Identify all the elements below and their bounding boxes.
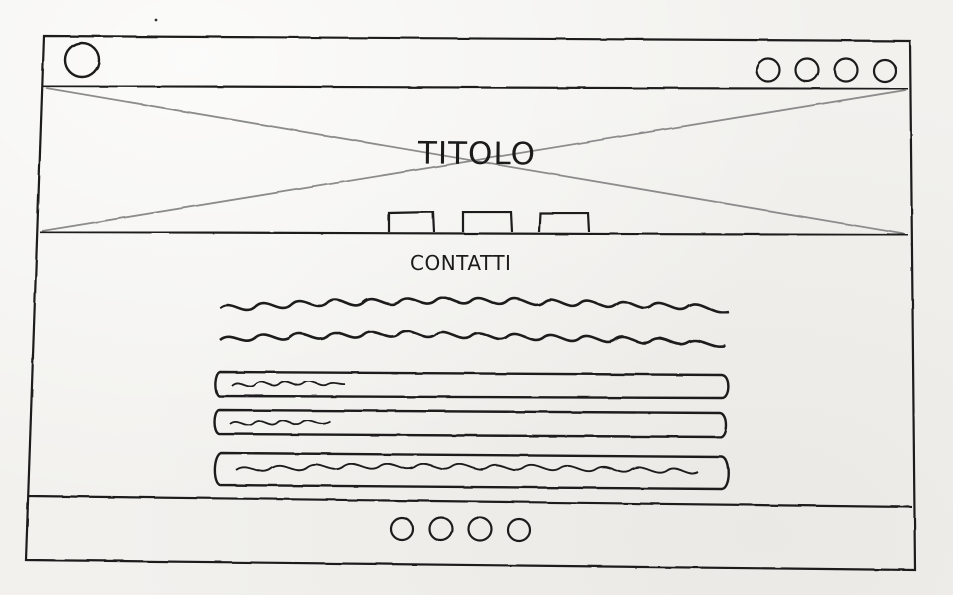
hero-button[interactable] — [537, 211, 591, 233]
textarea-text-scribble — [235, 462, 699, 475]
contact-input-email[interactable] — [216, 409, 728, 437]
nav-circle-icon[interactable] — [872, 58, 898, 84]
footer-circle-icon[interactable] — [506, 517, 532, 543]
nav-circle-icon[interactable] — [755, 57, 781, 83]
hero-button[interactable] — [461, 210, 514, 233]
input-text-scribble — [231, 380, 346, 388]
footer-circle-icon[interactable] — [467, 516, 493, 542]
nav-circle-icon[interactable] — [833, 57, 859, 83]
text-placeholder-line — [219, 329, 727, 349]
page-frame — [24, 34, 917, 572]
footer-circle-icon[interactable] — [389, 516, 415, 542]
hero-divider — [39, 230, 909, 237]
nav-circle-icon[interactable] — [794, 57, 820, 83]
logo-circle-icon[interactable] — [63, 41, 101, 79]
text-placeholder-line — [219, 296, 730, 314]
hero-title: TITOLO — [417, 135, 537, 173]
contact-textarea-frame — [213, 451, 730, 491]
footer-circle-icon[interactable] — [428, 516, 454, 542]
contact-textarea-message[interactable] — [216, 452, 730, 490]
contact-input-frame — [214, 370, 730, 400]
contact-section-title: CONTATTI — [410, 251, 512, 275]
header-divider — [42, 84, 909, 91]
paper-speck — [154, 18, 158, 22]
input-text-scribble — [229, 419, 331, 427]
hero-button[interactable] — [387, 210, 436, 233]
hero-image-placeholder-icon — [41, 87, 907, 235]
contact-input-frame — [213, 408, 728, 439]
footer-divider — [27, 494, 913, 509]
contact-input-name[interactable] — [216, 371, 730, 399]
